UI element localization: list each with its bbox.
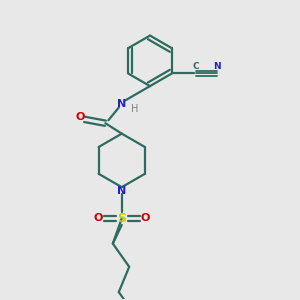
Text: H: H (131, 104, 139, 114)
Text: C: C (192, 62, 199, 71)
Text: O: O (141, 213, 150, 224)
Text: S: S (117, 212, 126, 225)
Text: N: N (117, 99, 126, 109)
Text: N: N (117, 186, 126, 196)
Text: O: O (76, 112, 85, 122)
Text: O: O (93, 213, 103, 224)
Text: N: N (213, 62, 221, 71)
